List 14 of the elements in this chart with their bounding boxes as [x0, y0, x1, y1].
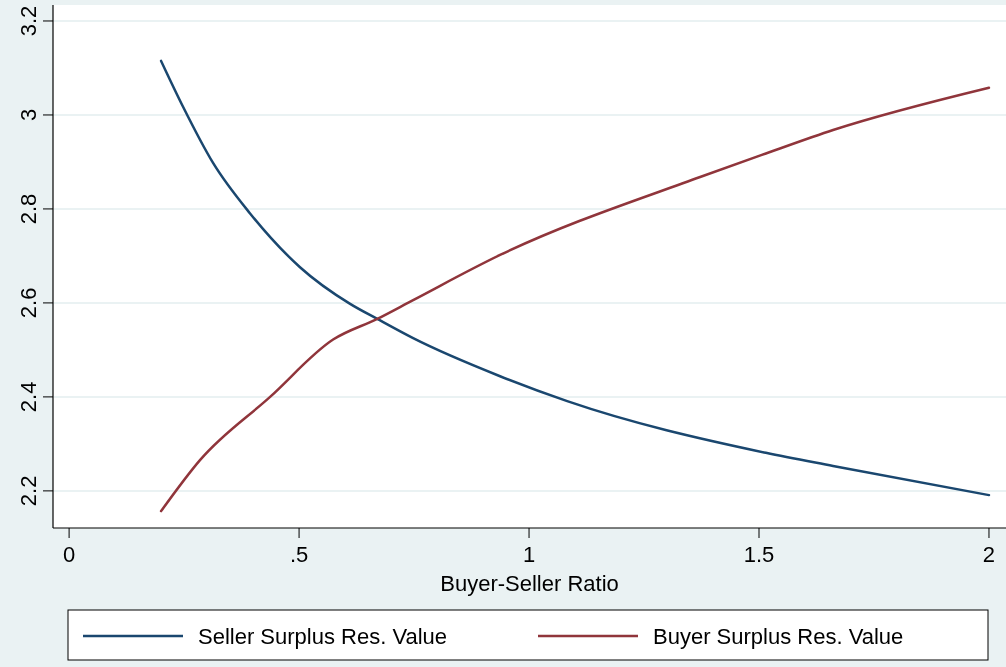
- legend-label: Seller Surplus Res. Value: [198, 624, 448, 649]
- y-tick-label: 2.8: [16, 193, 41, 225]
- x-tick-label: .5: [289, 542, 309, 567]
- x-tick-label: 1: [522, 542, 536, 567]
- y-tick-label: 3.2: [16, 5, 41, 37]
- y-tick-label: 2.4: [16, 381, 41, 413]
- y-tick-label: 2.2: [16, 475, 41, 507]
- x-tick-label: 0: [62, 542, 76, 567]
- y-tick-label: 3: [16, 108, 41, 122]
- x-tick-label: 2: [982, 542, 996, 567]
- legend-label: Buyer Surplus Res. Value: [653, 624, 904, 649]
- y-tick-label: 2.6: [16, 287, 41, 319]
- x-axis-title: Buyer-Seller Ratio: [440, 571, 619, 596]
- x-tick-label: 1.5: [743, 542, 775, 567]
